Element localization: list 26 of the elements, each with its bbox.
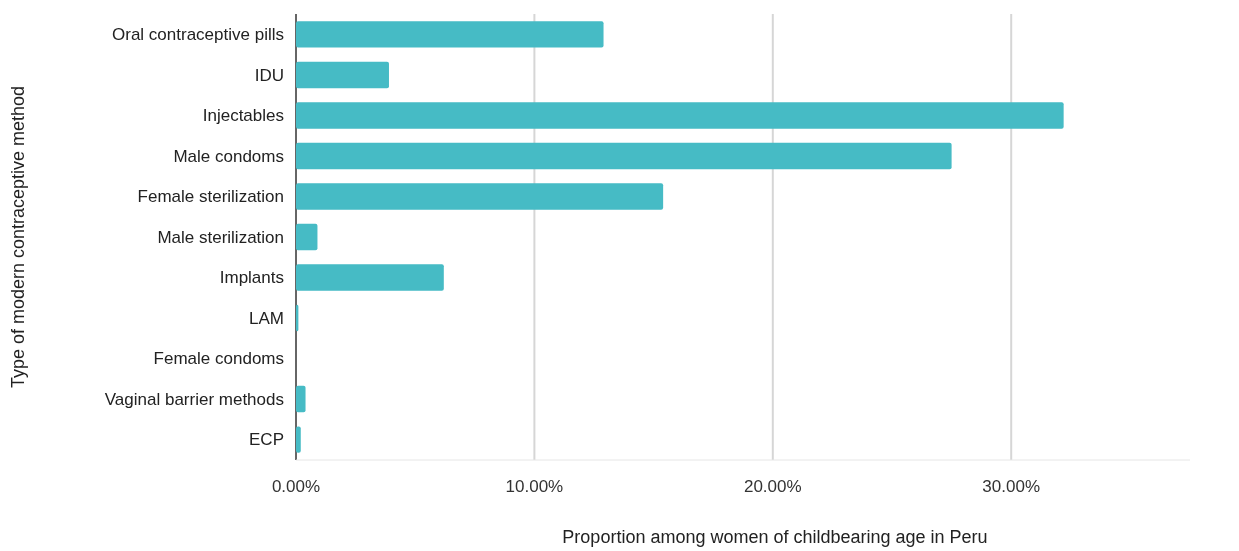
y-tick-label: ECP: [249, 430, 284, 450]
y-tick-label: LAM: [249, 308, 284, 328]
bar: [296, 183, 664, 210]
y-tick-label: Male condoms: [173, 146, 284, 166]
bar: [296, 385, 306, 413]
y-axis-title: Type of modern contraceptive method: [8, 85, 28, 389]
y-tick-label: Vaginal barrier methods: [104, 389, 284, 409]
bar: [296, 223, 318, 251]
bar: [296, 264, 444, 291]
bar: [296, 102, 1064, 129]
bar: [296, 61, 389, 89]
y-tick-label: Female condoms: [153, 349, 284, 369]
bar: [296, 21, 604, 48]
x-axis-title: Proportion among women of childbearing age in Peru: [562, 527, 988, 547]
y-tick-label: Oral contraceptive pills: [112, 25, 284, 45]
x-tick-label: 30.00%: [982, 477, 1041, 496]
y-tick-label: Female sterilization: [137, 187, 284, 207]
y-tick-label: Male sterilization: [157, 227, 284, 247]
y-tick-label: Implants: [219, 268, 284, 288]
y-tick-label: Injectables: [202, 106, 284, 126]
x-tick-label: 10.00%: [505, 477, 564, 496]
bar: [296, 426, 301, 453]
x-tick-label: 0.00%: [271, 477, 321, 496]
x-tick-label: 20.00%: [743, 477, 802, 496]
y-tick-label: IDU: [254, 65, 284, 85]
bar: [296, 142, 952, 170]
